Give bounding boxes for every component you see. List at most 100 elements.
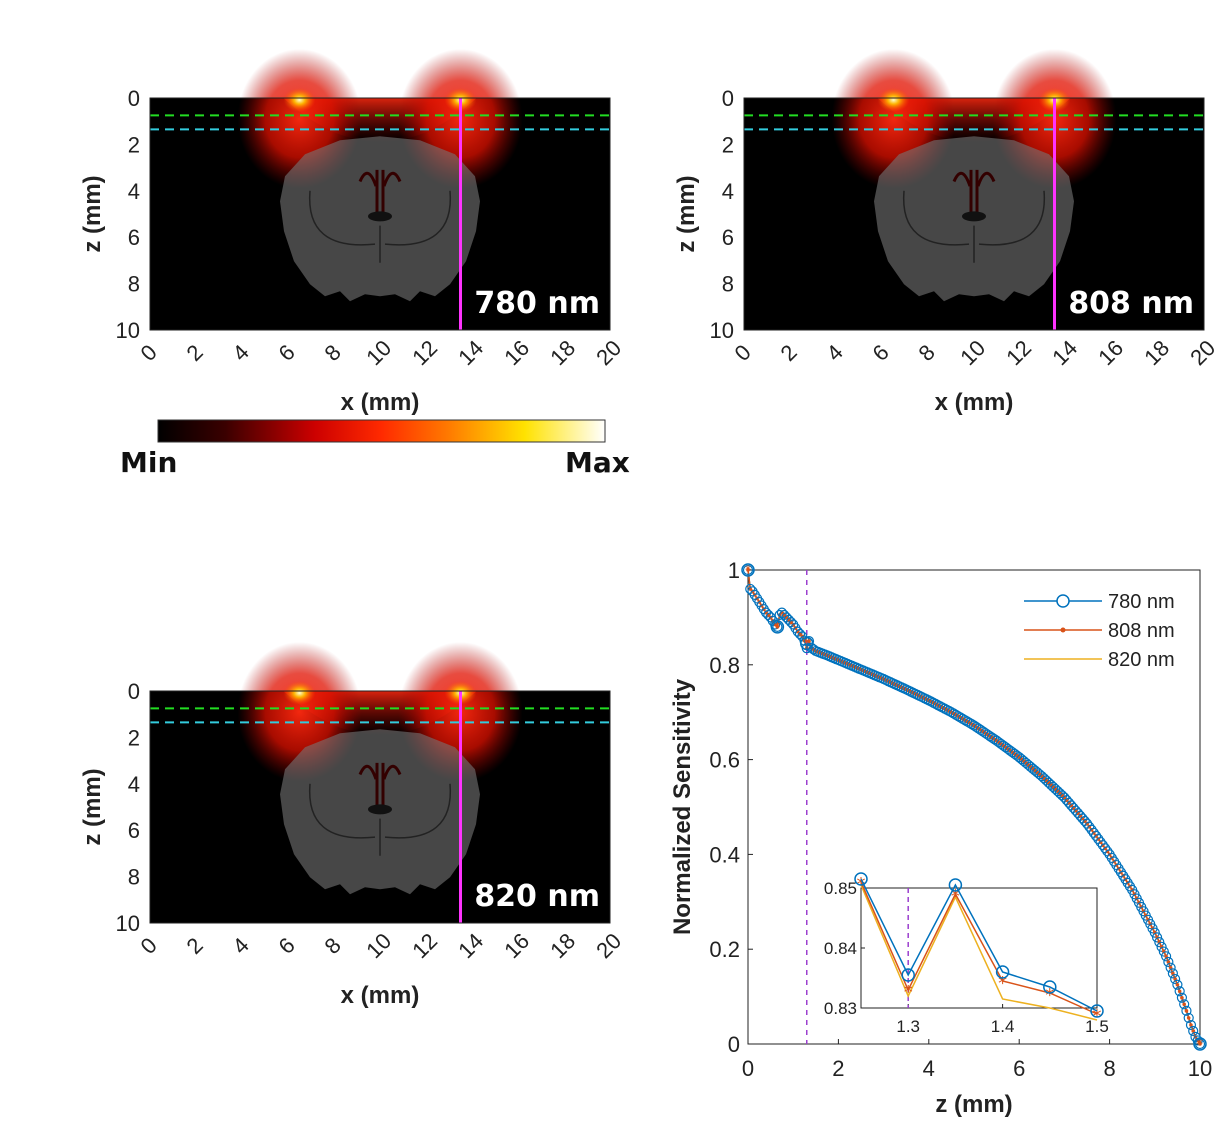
x-tick-label: 12: [407, 928, 442, 963]
y-tick-label: 0.8: [709, 653, 740, 678]
x-tick-label: 20: [591, 928, 626, 963]
y-tick-label: 10: [116, 318, 140, 343]
y-tick-label: 8: [128, 865, 140, 890]
x-tick-label: 0: [742, 1056, 754, 1081]
x-tick-label: 14: [1047, 335, 1082, 370]
marker-808: [1175, 982, 1180, 987]
marker-780: [741, 563, 755, 577]
brain-ventricles: [358, 169, 402, 219]
marker-780: [1170, 973, 1181, 985]
y-tick-label: 2: [722, 132, 734, 157]
y-axis-label: z (mm): [79, 175, 106, 252]
y-axis-label: Normalized Sensitivity: [669, 678, 696, 935]
marker-780: [1165, 962, 1176, 973]
inset-y-tick-label: 0.84: [824, 939, 857, 958]
inset-y-tick-label: 0.85: [824, 879, 857, 898]
brain-ventricles: [952, 169, 996, 219]
brain-contour: [308, 783, 376, 839]
brain-contour: [308, 190, 376, 246]
x-tick-label: 8: [320, 933, 346, 959]
marker-780: [1179, 999, 1190, 1010]
inset-marker-808: *: [1045, 985, 1054, 1006]
marker-808: [746, 568, 750, 572]
y-tick-label: 0.4: [709, 842, 740, 867]
marker-808: [1191, 1029, 1196, 1033]
marker-780: [770, 619, 781, 630]
brain-ventricles: [358, 762, 402, 812]
y-tick-label: 0: [128, 679, 140, 704]
colorbar-min-label: Min: [120, 446, 177, 479]
marker-808: [1184, 1009, 1189, 1013]
inset-marker-780: [995, 965, 1010, 979]
brain-structure: [962, 211, 986, 222]
y-tick-label: 4: [128, 179, 140, 204]
inset-series-line-1: [860, 881, 1098, 1015]
inset-marker-808: *: [998, 973, 1007, 994]
inset-marker-780: [1090, 1004, 1104, 1018]
brain-contour: [978, 190, 1046, 246]
brain-structure: [368, 804, 392, 815]
source-hotspot: [283, 88, 316, 112]
legend-marker-0: [1056, 594, 1070, 608]
marker-780: [1185, 1019, 1197, 1031]
wavelength-label: 780 nm: [474, 286, 600, 321]
y-tick-label: 6: [128, 225, 140, 250]
x-tick-label: 20: [591, 335, 626, 370]
marker-808-star: *: [774, 620, 780, 634]
x-tick-label: 16: [499, 335, 534, 370]
marker-808-star: *: [745, 563, 751, 577]
marker-808-star: *: [1197, 1037, 1203, 1051]
marker-780: [1149, 927, 1160, 938]
sensitivity-line-chart: 0 2 4 6 8 10 0 0.2 0.4 0.6 0.8 1 z (mm) Normalized Se…: [669, 558, 1212, 1118]
inset-marker-780: [1043, 980, 1057, 994]
x-tick-label: 10: [1188, 1056, 1212, 1081]
y-tick-label: 10: [710, 318, 734, 343]
marker-808: [1198, 1042, 1202, 1046]
y-tick-label: 1: [728, 558, 740, 583]
marker-780: [1181, 1005, 1192, 1016]
marker-780: [772, 621, 783, 632]
x-tick-label: 0: [136, 340, 162, 366]
x-tick-label: 12: [1001, 335, 1036, 370]
marker-780: [1158, 946, 1169, 957]
y-tick-label: 2: [128, 132, 140, 157]
marker-808: [1180, 995, 1184, 1000]
x-tick-label: 14: [453, 335, 488, 370]
inset-series-line-0: [860, 878, 1098, 1012]
x-tick-label: 20: [1185, 335, 1219, 370]
source-hotspot: [877, 88, 910, 112]
colorbar: Min Max: [120, 419, 630, 479]
y-tick-label: 0: [128, 86, 140, 111]
x-tick-label: 0: [730, 340, 756, 366]
x-tick-label: 8: [914, 340, 940, 366]
legend-label: 780 nm: [1108, 591, 1175, 613]
colorbar-max-label: Max: [565, 446, 630, 479]
y-tick-label: 0: [728, 1032, 740, 1057]
marker-780: [1167, 968, 1178, 979]
x-tick-label: 2: [832, 1056, 844, 1081]
x-tick-label: 4: [228, 933, 254, 959]
x-tick-label: 8: [1103, 1056, 1115, 1081]
legend-marker-1: [1060, 627, 1066, 633]
wavelength-label: 820 nm: [474, 879, 600, 914]
x-tick-label: 10: [361, 335, 396, 370]
x-tick-label: 2: [776, 340, 802, 366]
inset-x-tick-label: 1.3: [896, 1017, 920, 1036]
marker-780: [803, 635, 815, 647]
x-tick-label: 6: [868, 340, 894, 366]
legend-label: 820 nm: [1108, 649, 1175, 671]
x-tick-label: 12: [407, 335, 442, 370]
x-tick-label: 0: [136, 933, 162, 959]
marker-780: [1154, 936, 1165, 948]
marker-808: [775, 625, 780, 629]
marker-780: [742, 564, 754, 576]
y-tick-label: 10: [116, 911, 140, 936]
marker-808: [1177, 989, 1182, 994]
marker-780: [1172, 979, 1183, 990]
colorbar-gradient: [157, 419, 606, 443]
y-axis-label: z (mm): [79, 768, 106, 845]
marker-808: [1186, 1016, 1191, 1020]
y-tick-label: 0: [722, 86, 734, 111]
